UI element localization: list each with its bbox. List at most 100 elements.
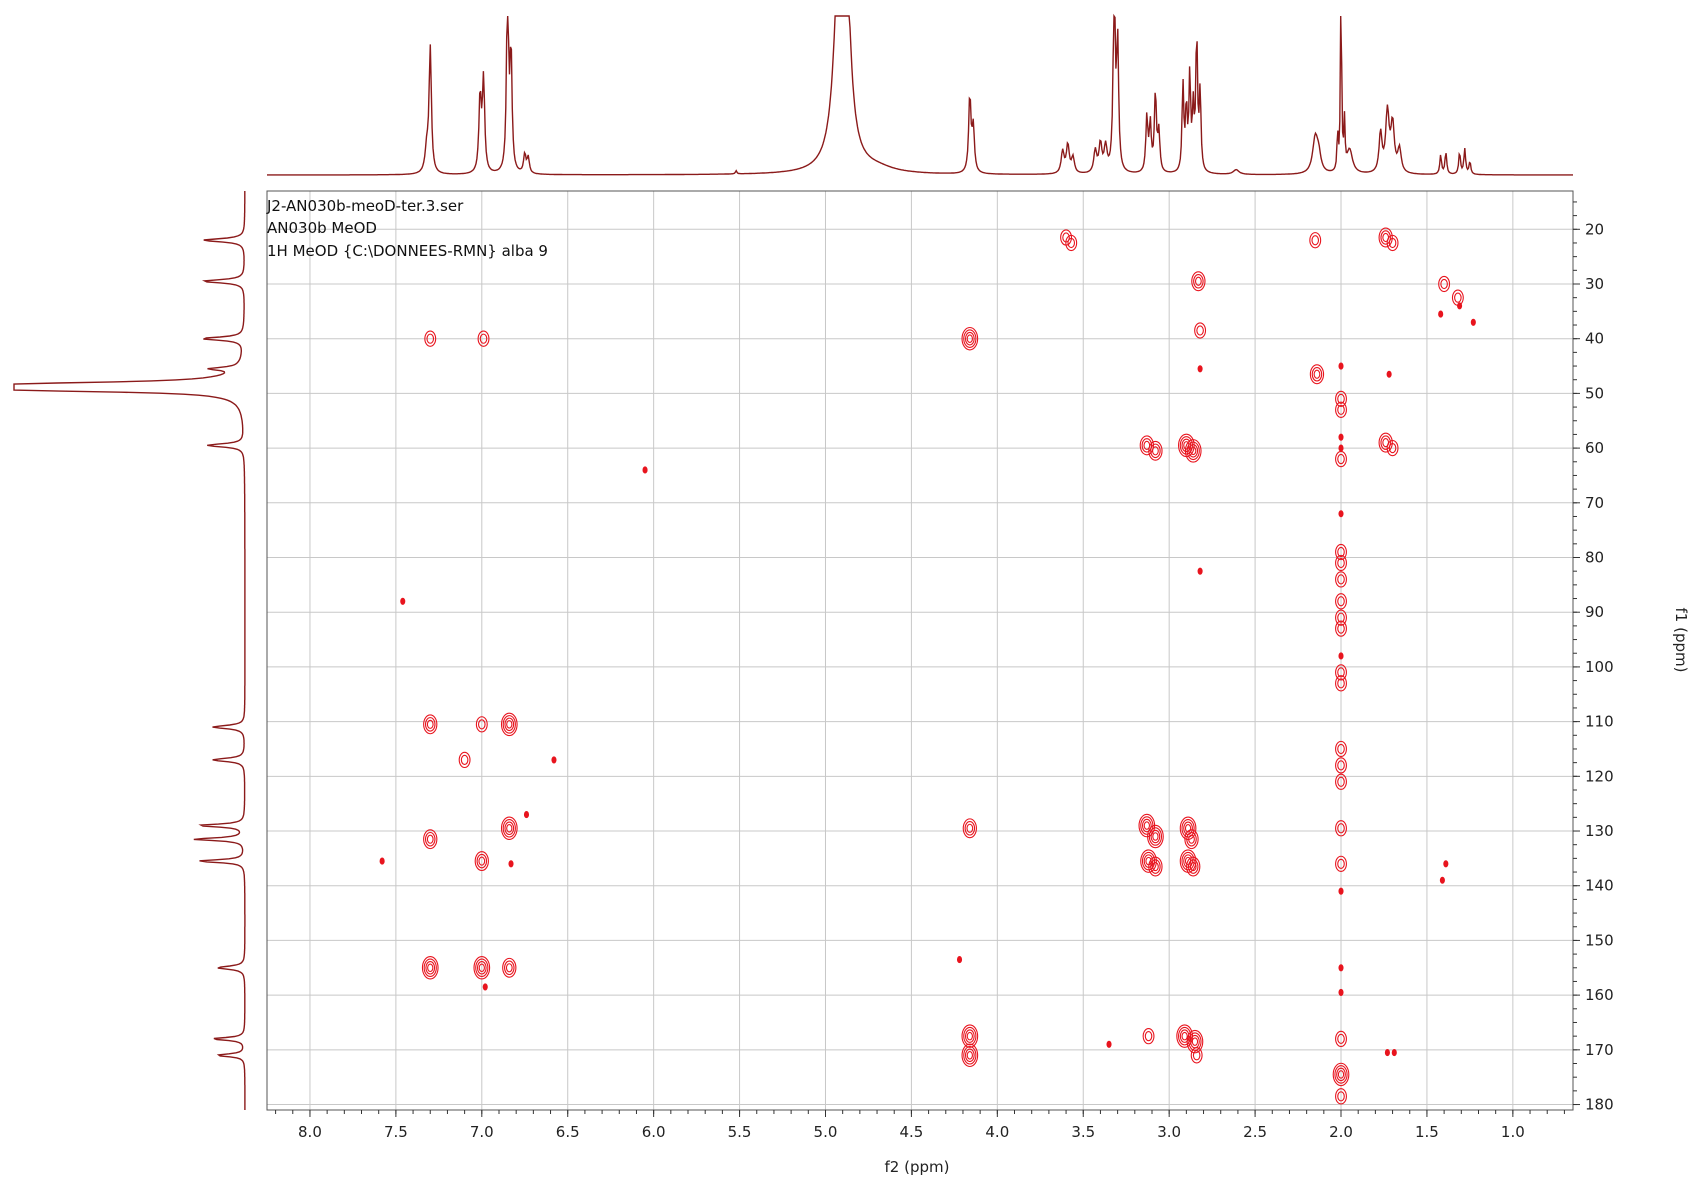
cross-peak <box>1335 1030 1347 1048</box>
cross-peak <box>421 956 439 980</box>
contour-ring <box>426 333 435 344</box>
cross-peak <box>1443 860 1449 868</box>
contour-ring <box>1181 819 1195 838</box>
contour-ring <box>1313 369 1321 379</box>
contour-ring <box>1338 964 1344 972</box>
contour-ring <box>425 961 436 975</box>
contour-ring <box>424 831 436 847</box>
contour-ring <box>1188 444 1199 458</box>
contour-ring <box>473 956 491 980</box>
cross-peak <box>473 956 491 980</box>
cross-peak <box>1438 310 1444 318</box>
contour-ring <box>1186 856 1201 877</box>
contour-ring <box>478 963 485 973</box>
contour-ring <box>1191 1037 1199 1046</box>
contour-ring <box>963 1046 977 1065</box>
contour-ring <box>1337 743 1345 755</box>
contour-ring <box>1438 275 1451 293</box>
x-axis: 8.0 7.5 7.0 6.5 6.0 5.5 5.0 4.5 4.0 3.5 3.0 2.5 2.0 1… <box>275 1110 1565 1141</box>
y-tick-label: 80 <box>1585 549 1604 567</box>
contour-ring <box>475 716 488 733</box>
contour-ring <box>424 717 436 732</box>
contour-ring <box>423 714 438 735</box>
contour-ring <box>1152 446 1159 456</box>
contour-ring <box>1311 235 1320 246</box>
contour-ring <box>421 956 439 980</box>
cross-peak <box>961 326 979 351</box>
cross-peak <box>502 957 517 978</box>
contour-ring <box>1181 1031 1188 1041</box>
cross-peak <box>474 851 489 872</box>
contour-ring <box>474 851 489 872</box>
info-line-file: J2-AN030b-meoD-ter.3.ser <box>266 197 464 215</box>
cross-peak <box>1184 829 1199 850</box>
contour-ring <box>476 853 488 869</box>
y-tick-label: 90 <box>1585 603 1604 621</box>
cross-peak <box>1391 1049 1397 1057</box>
y-tick-label: 110 <box>1585 713 1614 731</box>
contour-ring <box>1337 612 1345 623</box>
cross-peak <box>1335 820 1347 837</box>
contour-ring <box>1335 740 1347 758</box>
contour-ring <box>424 330 437 347</box>
cross-peak <box>1335 450 1347 468</box>
contour-ring <box>1335 401 1347 418</box>
cross-peak <box>1194 322 1207 339</box>
contour-ring <box>1141 851 1156 871</box>
contour-ring <box>1338 887 1344 895</box>
contour-ring <box>1335 620 1347 637</box>
contour-ring <box>1190 1047 1203 1064</box>
x-tick-label: 5.5 <box>728 1123 752 1141</box>
f1-projection-spectrum <box>13 191 246 1110</box>
contour-ring <box>1337 1033 1345 1044</box>
contour-ring <box>426 719 434 729</box>
y-tick-label: 120 <box>1585 767 1614 785</box>
contour-ring <box>1380 230 1391 245</box>
info-line-experiment: 1H MeOD {C:\DONNEES-RMN} alba 9 <box>267 242 548 260</box>
contour-ring <box>478 856 486 866</box>
x-tick-label: 7.5 <box>384 1123 408 1141</box>
y-tick-label: 100 <box>1585 658 1614 676</box>
contour-ring <box>1338 444 1344 452</box>
contour-ring <box>1443 860 1449 868</box>
cross-peak <box>500 816 518 841</box>
contour-ring <box>1311 366 1323 382</box>
contour-ring <box>1188 1032 1202 1051</box>
y-tick-label: 40 <box>1585 330 1604 348</box>
contour-ring <box>1337 858 1345 869</box>
contour-ring <box>1138 813 1156 838</box>
cross-peak <box>1335 757 1347 774</box>
contour-ring <box>502 819 516 838</box>
contour-ring <box>966 334 973 343</box>
x-tick-label: 2.0 <box>1329 1123 1353 1141</box>
cross-peak <box>1335 664 1347 681</box>
contour-ring <box>1388 237 1397 249</box>
contour-ring <box>1335 675 1347 692</box>
contour-ring <box>1150 859 1161 874</box>
cross-peak <box>1065 234 1078 252</box>
x-tick-label: 3.5 <box>1071 1123 1095 1141</box>
contour-ring <box>1179 436 1193 455</box>
contour-ring <box>1386 234 1399 252</box>
cross-peak <box>1335 855 1347 872</box>
contour-ring <box>1337 667 1345 678</box>
contour-ring <box>1386 370 1392 378</box>
contour-ring <box>475 958 489 978</box>
cross-peak <box>1438 275 1451 293</box>
y-axis: 20 30 40 50 60 70 80 90 100 110 120 130 140 150 160 170… <box>1573 201 1614 1114</box>
cross-peak <box>642 466 648 474</box>
contour-ring <box>1380 435 1391 450</box>
x-tick-label: 1.5 <box>1415 1123 1439 1141</box>
contour-ring <box>500 712 518 737</box>
contour-ring <box>1335 554 1347 572</box>
contour-ring <box>506 823 513 833</box>
contour-ring <box>1186 831 1197 847</box>
contour-ring <box>1067 237 1076 249</box>
contour-ring <box>502 715 516 734</box>
contour-ring <box>1194 322 1207 339</box>
contour-ring <box>1150 829 1161 844</box>
y-tick-label: 30 <box>1585 275 1604 293</box>
cross-peak <box>1335 554 1347 572</box>
contour-ring <box>1457 302 1463 310</box>
contour-ring <box>1337 776 1345 787</box>
